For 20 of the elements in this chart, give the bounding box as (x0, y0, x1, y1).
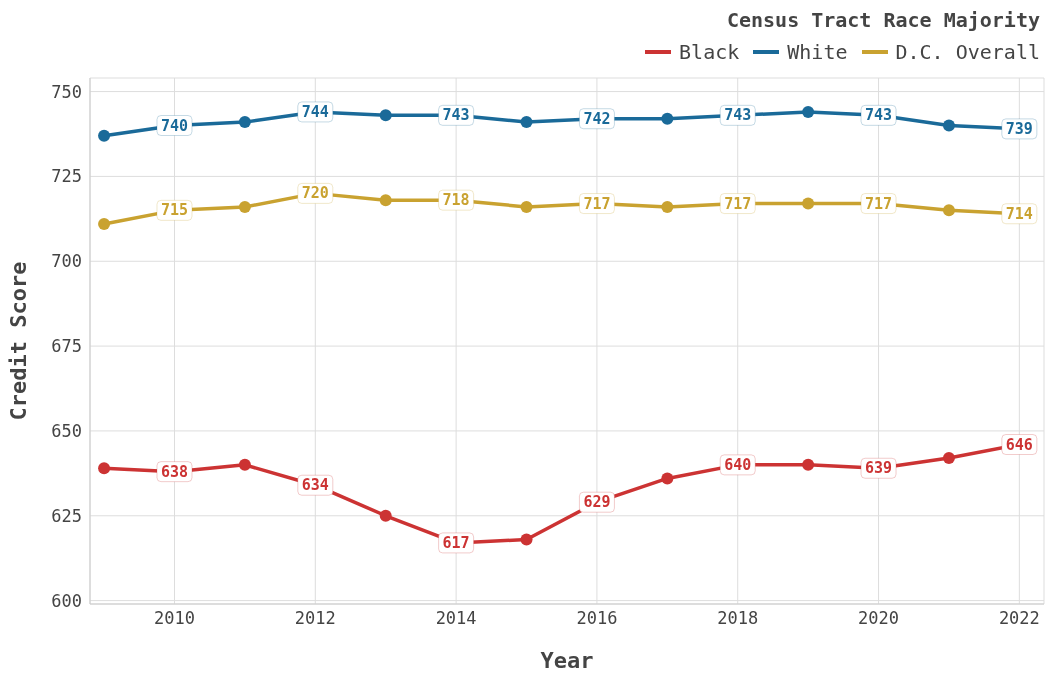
x-tick-label: 2012 (294, 608, 336, 629)
y-tick-label: 650 (51, 420, 82, 441)
y-tick-label: 700 (51, 251, 82, 272)
y-tick-label: 600 (51, 590, 82, 611)
legend-label: Black (679, 40, 740, 64)
y-tick-label: 625 (51, 505, 82, 526)
y-tick-label: 750 (51, 81, 82, 102)
legend-label: White (787, 40, 848, 64)
legend-title: Census Tract Race Majority (726, 8, 1040, 32)
y-tick-label: 675 (51, 336, 82, 357)
x-tick-label: 2020 (858, 608, 900, 629)
y-axis-title: Credit Score (5, 261, 31, 421)
x-tick-label: 2014 (435, 608, 477, 629)
x-tick-label: 2016 (576, 608, 618, 629)
x-tick-label: 2022 (998, 608, 1040, 629)
x-axis-title: Year (540, 648, 594, 673)
x-tick-label: 2018 (717, 608, 759, 629)
x-tick-label: 2010 (154, 608, 195, 629)
legend-label: D.C. Overall (895, 40, 1040, 64)
y-tick-label: 725 (51, 166, 82, 187)
